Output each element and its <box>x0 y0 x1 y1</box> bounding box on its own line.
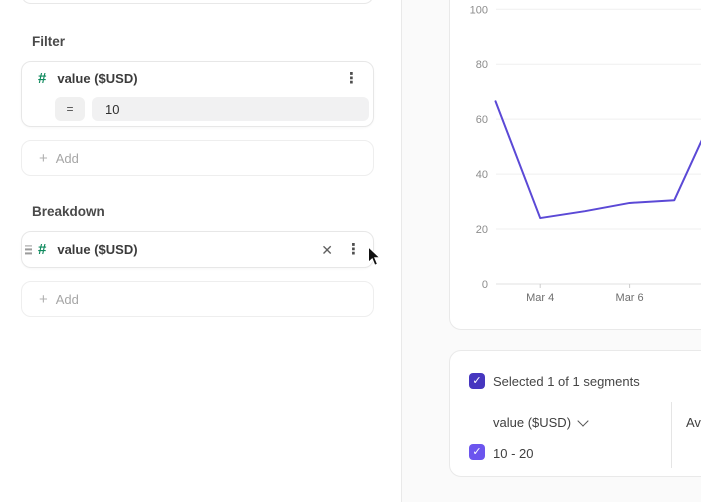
add-breakdown-label: Add <box>55 291 79 307</box>
card-partial-top <box>21 0 374 4</box>
filter-property-row: # value ($USD) ⋮ <box>22 62 373 95</box>
segment-column-header[interactable]: value ($USD) <box>493 414 589 430</box>
number-type-icon: # <box>38 70 47 87</box>
plus-icon: + <box>39 290 48 308</box>
svg-text:40: 40 <box>476 169 488 181</box>
svg-text:80: 80 <box>476 59 488 71</box>
filter-operator-chip[interactable]: = <box>55 97 85 121</box>
breakdown-property-name[interactable]: value ($USD) <box>57 242 138 257</box>
line-chart-card: 0 20 40 60 80 100 Mar 4 Mar 6 <box>449 0 701 330</box>
segment-column-header-label: value ($USD) <box>493 415 572 430</box>
drag-handle-icon[interactable] <box>25 244 32 255</box>
filter-section-label: Filter <box>32 34 66 49</box>
breakdown-section-label: Breakdown <box>32 204 105 219</box>
chevron-down-icon <box>577 414 589 427</box>
query-builder-panel: Filter # value ($USD) ⋮ = 10 + Add Break… <box>21 0 402 502</box>
segment-row-label: 10 - 20 <box>493 446 534 461</box>
line-chart[interactable]: 0 20 40 60 80 100 Mar 4 Mar 6 <box>450 0 701 331</box>
svg-text:Mar 4: Mar 4 <box>526 292 554 304</box>
filter-property-name[interactable]: value ($USD) <box>57 71 138 86</box>
segment-row-checkbox[interactable]: ✓ <box>469 444 485 460</box>
kebab-menu-icon[interactable]: ⋮ <box>346 241 361 258</box>
plus-icon: + <box>39 149 48 167</box>
select-all-checkbox[interactable]: ✓ <box>469 373 485 389</box>
segments-panel: ✓ Selected 1 of 1 segments value ($USD) … <box>449 350 701 477</box>
selected-segments-summary: Selected 1 of 1 segments <box>493 374 640 389</box>
kebab-menu-icon[interactable]: ⋮ <box>344 70 359 87</box>
add-filter-button[interactable]: + Add <box>21 140 374 176</box>
metric-column-header-partial: Av <box>686 415 701 430</box>
filter-card: # value ($USD) ⋮ = 10 <box>21 61 374 127</box>
check-icon: ✓ <box>472 445 482 458</box>
svg-text:100: 100 <box>470 4 488 16</box>
check-icon: ✓ <box>472 374 482 387</box>
remove-breakdown-icon[interactable]: ✕ <box>321 241 333 258</box>
breakdown-card: # value ($USD) ✕ ⋮ <box>21 231 374 268</box>
number-type-icon: # <box>38 241 47 258</box>
breakdown-property-row: # value ($USD) ✕ ⋮ <box>22 232 373 267</box>
add-breakdown-button[interactable]: + Add <box>21 281 374 317</box>
filter-value-input[interactable]: 10 <box>92 97 369 121</box>
svg-text:60: 60 <box>476 114 488 126</box>
svg-text:Mar 6: Mar 6 <box>616 292 644 304</box>
svg-text:20: 20 <box>476 224 488 236</box>
column-divider <box>671 402 672 468</box>
add-filter-label: Add <box>55 150 79 166</box>
mouse-cursor <box>368 246 382 266</box>
svg-text:0: 0 <box>482 279 488 291</box>
